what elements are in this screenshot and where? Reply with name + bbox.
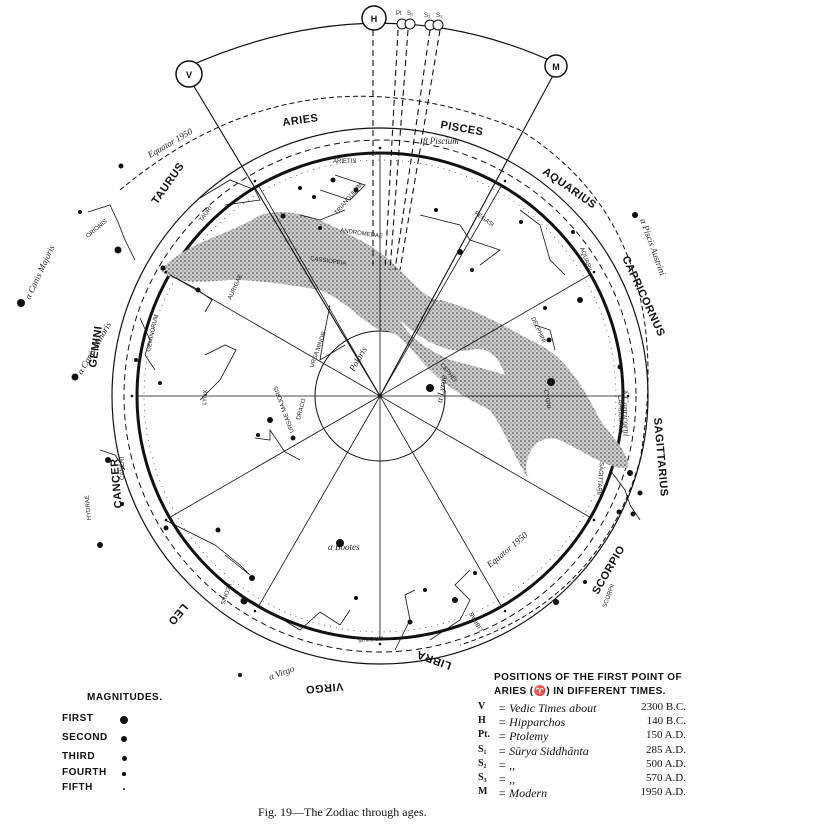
- marker-s2-label: S₂: [424, 13, 431, 19]
- const-ursa-minor: URSA MINOR: [309, 330, 328, 368]
- figure-caption: Fig. 19—The Zodiac through ages.: [258, 805, 427, 819]
- magnitude-dot: [120, 716, 128, 724]
- position-symbol: S₃: [478, 772, 487, 783]
- stars: [17, 163, 643, 677]
- position-symbol: H: [478, 715, 486, 727]
- position-date: 500 A.D.: [645, 757, 686, 770]
- sign-taurus: TAURUS: [150, 161, 187, 207]
- positions-title: POSITIONS OF THE FIRST POINT OF ARIES (♈…: [494, 671, 682, 699]
- marker-s3-label: S₃: [436, 13, 443, 19]
- const-lynx: LYNX: [202, 389, 209, 405]
- magnitude-dot: [122, 787, 126, 791]
- const-draco: DRACO: [296, 398, 307, 421]
- magnitude-dot: [122, 772, 126, 776]
- magnitude-label: FOURTH: [62, 767, 107, 778]
- magnitude-label: FIFTH: [62, 782, 93, 793]
- position-symbol: S₂: [478, 757, 487, 769]
- position-symbol: V: [478, 701, 486, 712]
- const-pegasi: PEGASI: [473, 211, 495, 229]
- magnitude-dot: [121, 736, 127, 742]
- milky-way: [160, 212, 629, 480]
- const-cygni: CYGNI: [542, 389, 551, 409]
- marker-pt-label: Pt: [396, 11, 402, 17]
- const-leonis: LEONIS: [219, 582, 232, 605]
- outer-dashed-circle: [123, 139, 637, 653]
- marker-m-label: M: [552, 62, 560, 72]
- position-symbol: Pt.: [478, 729, 490, 741]
- sign-leo: LEO: [165, 601, 190, 627]
- star-alpha-lyrae: α Lyrae: [434, 374, 449, 403]
- sign-libra: LIBRA: [415, 648, 453, 672]
- const-sagittarii: SAGITTARII: [595, 462, 604, 496]
- const-capricorni: CAPRICORNI: [616, 395, 623, 433]
- sign-cancer: CANCER: [109, 458, 125, 509]
- star-alpha-piscis-austrini: α Piscis Austrini: [638, 217, 668, 277]
- const-delphini: DELPHINI: [529, 316, 546, 344]
- position-date: 1950 A.D.: [640, 786, 686, 799]
- star-alpha-virgo: α Virgo: [267, 663, 296, 682]
- const-orionis: ORIONIS: [85, 219, 108, 240]
- const-cancri: CANCRI: [120, 457, 126, 480]
- marker-h: H: [361, 5, 387, 31]
- magnitude-row: FIFTH: [62, 782, 142, 793]
- positions-title-line2: ARIES (♈) IN DIFFERENT TIMES.: [494, 686, 666, 697]
- position-name: = Hipparchos: [498, 715, 566, 730]
- radial-lines: [137, 153, 623, 639]
- magnitude-row: FIRST: [62, 713, 142, 724]
- magnitude-row: SECOND: [62, 732, 142, 743]
- marker-s1-label: S₁: [407, 11, 413, 17]
- const-arietis: ARIETIS: [333, 159, 356, 165]
- magnitude-label: FIRST: [62, 713, 94, 724]
- sign-sagittarius: SAGITTARIUS: [651, 417, 670, 497]
- marker-m: M: [544, 54, 568, 78]
- sign-virgo: VIRGO: [305, 680, 344, 695]
- position-name: = ,,: [498, 757, 516, 772]
- precession-lines: [188, 29, 557, 397]
- sign-aries: ARIES: [282, 112, 319, 129]
- constellation-figures: [87, 174, 641, 651]
- const-cassiopeia: CASSIOPEIA: [310, 256, 347, 267]
- sign-gemini: GEMINI: [87, 325, 105, 368]
- position-name: = Ptolemy: [498, 729, 549, 744]
- position-date: 140 B.C.: [646, 715, 686, 728]
- magnitude-label: THIRD: [62, 751, 96, 762]
- position-symbol: M: [478, 786, 488, 798]
- const-hydrae: HYDRAE: [85, 495, 93, 520]
- ecliptic-ticks: [130, 146, 630, 646]
- position-date: 285 A.D.: [645, 743, 686, 756]
- position-symbol: S₁: [478, 743, 487, 755]
- position-name: = Modern: [498, 786, 548, 801]
- magnitude-label: SECOND: [62, 732, 108, 743]
- const-triangulum: TRIANGULUM: [334, 182, 364, 216]
- position-date: 150 A.D.: [645, 729, 686, 742]
- marker-s2-s3: S₂ S₃: [424, 13, 444, 31]
- magnitude-row: THIRD: [62, 751, 142, 762]
- marker-h-label: H: [371, 14, 378, 24]
- magnitude-row: FOURTH: [62, 767, 142, 778]
- position-name: = Vedic Times about: [498, 701, 597, 715]
- star-delta-capricorni: δ Capricorni: [620, 390, 632, 437]
- marker-pt-s1: Pt S₁: [396, 11, 416, 30]
- star-polaris: Polaris: [347, 345, 370, 374]
- const-ursae-majoris: URSAE MAJORIS: [273, 385, 295, 433]
- star-alpha-canis-majoris: α Canis Majoris: [23, 243, 57, 301]
- position-name: = Sūrya Siddhānta: [498, 743, 589, 758]
- star-beta-piscium: β Piscium: [422, 136, 459, 146]
- milky-way-rift: [400, 320, 505, 375]
- const-virginis: VIRGINIS: [358, 634, 385, 642]
- magnitudes-title: MAGNITUDES.: [87, 692, 163, 703]
- star-alpha-bootes: α Bootes: [328, 542, 360, 552]
- marker-v-label: V: [186, 70, 192, 80]
- marker-v: V: [175, 60, 203, 88]
- position-name: = ,,: [498, 772, 516, 786]
- position-date: 2300 B.C.: [641, 701, 686, 713]
- position-date: 570 A.D.: [645, 772, 686, 784]
- equator-label-bottom: Equator 1950: [484, 530, 530, 571]
- const-andromedae: ANDROMEDAE: [340, 228, 383, 240]
- magnitude-dot: [121, 755, 127, 761]
- positions-title-line1: POSITIONS OF THE FIRST POINT OF: [494, 672, 682, 683]
- outer-ecliptic-circle: [111, 127, 649, 665]
